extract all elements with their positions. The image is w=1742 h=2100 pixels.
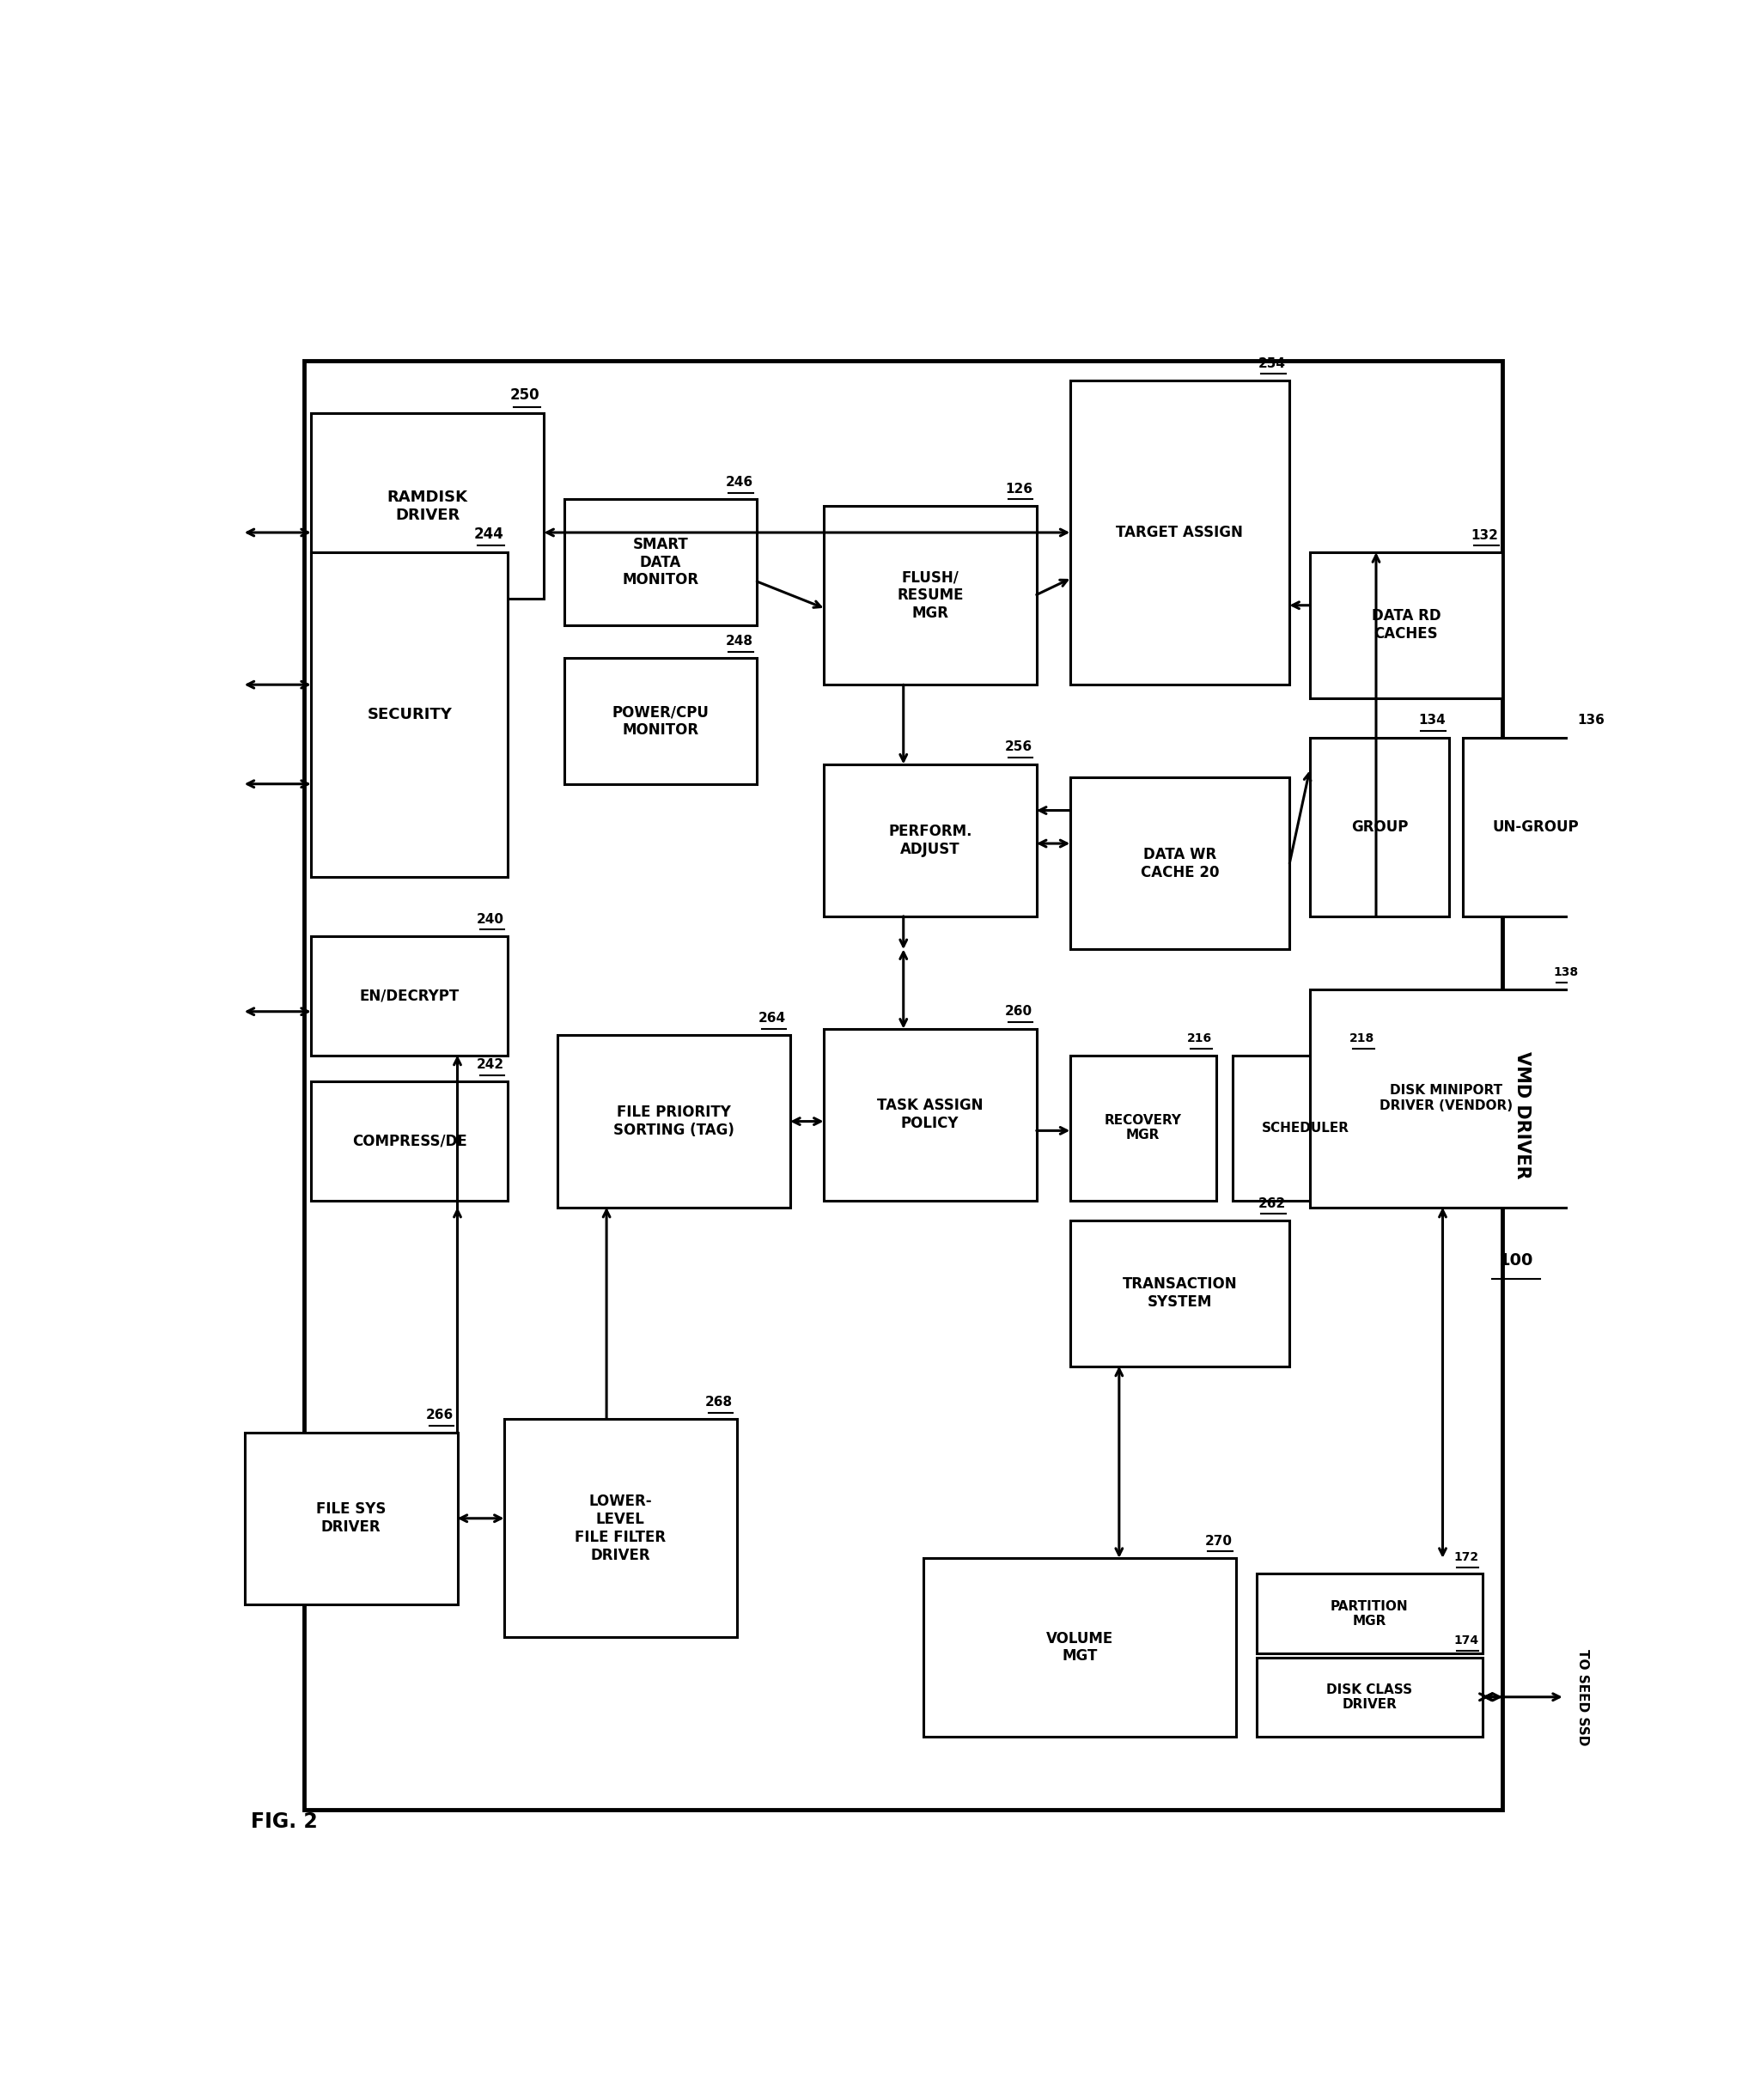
Text: 172: 172 (1453, 1552, 1479, 1562)
Text: 268: 268 (706, 1397, 733, 1409)
Text: 246: 246 (725, 477, 753, 489)
Bar (503, 1420, 737, 1638)
Bar (1070, 1054, 1216, 1201)
Text: GROUP: GROUP (1350, 819, 1408, 834)
Bar (1232, 1054, 1378, 1201)
Text: DISK MINIPORT
DRIVER (VENDOR): DISK MINIPORT DRIVER (VENDOR) (1380, 1084, 1512, 1113)
Bar (824, 1029, 1036, 1201)
Bar (244, 1432, 458, 1604)
Bar (557, 1035, 791, 1208)
Text: 264: 264 (760, 1012, 786, 1025)
Text: 134: 134 (1418, 714, 1446, 727)
Bar (1256, 1657, 1482, 1737)
Text: 254: 254 (1258, 357, 1286, 370)
Text: 132: 132 (1472, 529, 1498, 542)
Text: VOLUME
MGT: VOLUME MGT (1047, 1632, 1113, 1663)
Text: 242: 242 (476, 1058, 503, 1071)
Text: 250: 250 (510, 386, 540, 403)
Text: 260: 260 (1005, 1006, 1033, 1019)
Bar (824, 764, 1036, 916)
Bar (1070, 1220, 1289, 1367)
Bar (312, 937, 509, 1054)
Text: FILE PRIORITY
SORTING (TAG): FILE PRIORITY SORTING (TAG) (613, 1105, 735, 1138)
Text: UN-GROUP: UN-GROUP (1493, 819, 1578, 834)
Text: VMD DRIVER: VMD DRIVER (1514, 1050, 1531, 1178)
Bar (312, 552, 509, 876)
Bar (564, 657, 758, 783)
Text: SCHEDULER: SCHEDULER (1261, 1121, 1350, 1134)
Text: TRANSACTION
SYSTEM: TRANSACTION SYSTEM (1122, 1277, 1237, 1310)
Bar (1256, 1573, 1482, 1653)
Text: TASK ASSIGN
POLICY: TASK ASSIGN POLICY (876, 1098, 982, 1132)
Bar (305, 361, 1503, 1810)
Bar (923, 1558, 1237, 1737)
Text: DATA RD
CACHES: DATA RD CACHES (1371, 609, 1441, 643)
Text: FIG. 2: FIG. 2 (251, 1812, 317, 1831)
Text: PERFORM.
ADJUST: PERFORM. ADJUST (888, 823, 972, 857)
Text: DATA WR
CACHE 20: DATA WR CACHE 20 (1141, 846, 1219, 880)
Text: LOWER-
LEVEL
FILE FILTER
DRIVER: LOWER- LEVEL FILE FILTER DRIVER (575, 1493, 665, 1562)
Text: POWER/CPU
MONITOR: POWER/CPU MONITOR (611, 704, 709, 737)
Text: 266: 266 (425, 1409, 453, 1422)
Text: 244: 244 (474, 527, 503, 542)
Text: FILE SYS
DRIVER: FILE SYS DRIVER (315, 1502, 385, 1535)
Text: 136: 136 (1578, 714, 1604, 727)
Text: 218: 218 (1350, 1033, 1374, 1044)
Bar (824, 506, 1036, 685)
Bar (564, 500, 758, 626)
Text: TO SEED SSD: TO SEED SSD (1577, 1648, 1589, 1745)
Bar (1463, 737, 1610, 916)
Text: 174: 174 (1453, 1634, 1479, 1646)
Text: RECOVERY
MGR: RECOVERY MGR (1104, 1115, 1181, 1142)
Bar (1310, 552, 1503, 697)
Text: EN/DECRYPT: EN/DECRYPT (359, 987, 460, 1004)
Text: 262: 262 (1258, 1197, 1286, 1210)
Text: DISK CLASS
DRIVER: DISK CLASS DRIVER (1326, 1682, 1413, 1712)
Text: PARTITION
MGR: PARTITION MGR (1331, 1600, 1408, 1628)
Bar (1310, 989, 1582, 1208)
Text: TARGET ASSIGN: TARGET ASSIGN (1117, 525, 1244, 540)
Bar (312, 1082, 509, 1201)
Text: 248: 248 (725, 634, 753, 647)
Text: 100: 100 (1498, 1252, 1533, 1268)
Bar (1070, 380, 1289, 685)
Text: 270: 270 (1205, 1535, 1232, 1548)
Bar (312, 414, 544, 598)
Text: SECURITY: SECURITY (368, 708, 451, 722)
Text: 138: 138 (1554, 966, 1578, 979)
Bar (1310, 737, 1449, 916)
Text: 126: 126 (1005, 483, 1033, 496)
Bar (1070, 777, 1289, 949)
Text: 216: 216 (1188, 1033, 1212, 1044)
Text: 240: 240 (477, 914, 503, 926)
Text: COMPRESS/DE: COMPRESS/DE (352, 1134, 467, 1149)
Text: FLUSH/
RESUME
MGR: FLUSH/ RESUME MGR (897, 569, 963, 622)
Text: SMART
DATA
MONITOR: SMART DATA MONITOR (622, 538, 699, 588)
Text: RAMDISK
DRIVER: RAMDISK DRIVER (387, 489, 469, 523)
Text: 256: 256 (1005, 741, 1033, 754)
